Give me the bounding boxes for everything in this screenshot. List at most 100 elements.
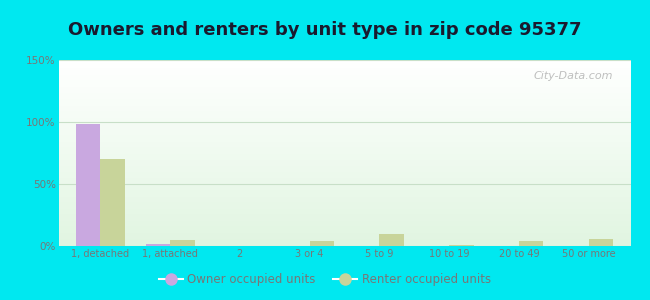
Bar bbox=[58, 68, 630, 69]
Bar bbox=[58, 224, 630, 225]
Bar bbox=[58, 160, 630, 161]
Bar bbox=[58, 221, 630, 222]
Bar bbox=[58, 240, 630, 241]
Bar bbox=[58, 114, 630, 115]
Bar bbox=[58, 219, 630, 220]
Bar bbox=[58, 190, 630, 191]
Bar bbox=[58, 215, 630, 216]
Bar bbox=[58, 235, 630, 236]
Bar bbox=[58, 69, 630, 70]
Bar bbox=[58, 223, 630, 224]
Bar bbox=[58, 136, 630, 137]
Bar bbox=[58, 140, 630, 141]
Bar bbox=[58, 242, 630, 243]
Bar bbox=[58, 123, 630, 124]
Bar bbox=[58, 111, 630, 112]
Bar bbox=[58, 236, 630, 237]
Bar bbox=[58, 170, 630, 171]
Bar bbox=[58, 218, 630, 219]
Bar bbox=[58, 233, 630, 234]
Bar bbox=[58, 143, 630, 144]
Bar bbox=[58, 100, 630, 101]
Bar bbox=[58, 135, 630, 136]
Bar bbox=[58, 238, 630, 239]
Bar bbox=[58, 101, 630, 102]
Bar bbox=[58, 118, 630, 119]
Text: City-Data.com: City-Data.com bbox=[534, 71, 614, 81]
Bar bbox=[58, 85, 630, 86]
Bar bbox=[58, 210, 630, 211]
Bar bbox=[58, 144, 630, 145]
Bar bbox=[58, 168, 630, 169]
Bar bbox=[58, 179, 630, 180]
Bar bbox=[58, 164, 630, 165]
Bar bbox=[58, 156, 630, 157]
Bar bbox=[58, 74, 630, 75]
Bar bbox=[58, 151, 630, 152]
Bar bbox=[58, 212, 630, 214]
Bar bbox=[58, 137, 630, 138]
Bar bbox=[58, 96, 630, 97]
Bar bbox=[58, 113, 630, 114]
Bar bbox=[58, 183, 630, 184]
Bar bbox=[58, 61, 630, 62]
Bar bbox=[58, 173, 630, 174]
Bar bbox=[58, 169, 630, 170]
Bar bbox=[58, 84, 630, 85]
Bar bbox=[58, 217, 630, 218]
Bar bbox=[58, 129, 630, 130]
Bar bbox=[58, 149, 630, 150]
Bar bbox=[58, 63, 630, 64]
Bar bbox=[58, 107, 630, 108]
Bar bbox=[58, 60, 630, 61]
Bar bbox=[58, 95, 630, 96]
Bar bbox=[58, 166, 630, 167]
Bar bbox=[58, 188, 630, 189]
Text: Owners and renters by unit type in zip code 95377: Owners and renters by unit type in zip c… bbox=[68, 21, 582, 39]
Bar bbox=[380, 234, 404, 246]
Bar bbox=[309, 241, 334, 246]
Bar bbox=[58, 152, 630, 153]
Bar bbox=[58, 228, 630, 229]
Bar bbox=[58, 133, 630, 134]
Bar bbox=[58, 220, 630, 221]
Bar bbox=[58, 128, 630, 129]
Bar bbox=[58, 205, 630, 206]
Bar bbox=[58, 211, 630, 212]
Bar bbox=[58, 167, 630, 168]
Bar bbox=[58, 105, 630, 106]
Bar bbox=[58, 82, 630, 83]
Bar bbox=[58, 239, 630, 240]
Bar bbox=[58, 102, 630, 103]
Bar bbox=[58, 174, 630, 175]
Bar bbox=[58, 199, 630, 200]
Bar bbox=[58, 208, 630, 209]
Bar bbox=[58, 209, 630, 210]
Bar bbox=[146, 244, 170, 246]
Bar bbox=[58, 109, 630, 110]
Bar bbox=[58, 86, 630, 87]
Bar bbox=[58, 197, 630, 198]
Bar bbox=[58, 181, 630, 182]
Bar bbox=[58, 118, 630, 119]
Legend: Owner occupied units, Renter occupied units: Owner occupied units, Renter occupied un… bbox=[154, 269, 496, 291]
Bar bbox=[58, 172, 630, 173]
Bar bbox=[58, 142, 630, 143]
Bar bbox=[58, 130, 630, 131]
Bar bbox=[58, 191, 630, 192]
Bar bbox=[58, 160, 630, 161]
Bar bbox=[58, 141, 630, 142]
Bar bbox=[58, 177, 630, 178]
Bar bbox=[58, 131, 630, 132]
Bar bbox=[58, 182, 630, 183]
Bar bbox=[519, 241, 543, 246]
Bar bbox=[58, 125, 630, 126]
Bar bbox=[58, 241, 630, 242]
Bar bbox=[58, 175, 630, 176]
Bar bbox=[58, 115, 630, 116]
Bar bbox=[58, 193, 630, 194]
Bar bbox=[58, 222, 630, 223]
Bar bbox=[58, 139, 630, 140]
Bar bbox=[58, 202, 630, 203]
Bar bbox=[170, 240, 194, 246]
